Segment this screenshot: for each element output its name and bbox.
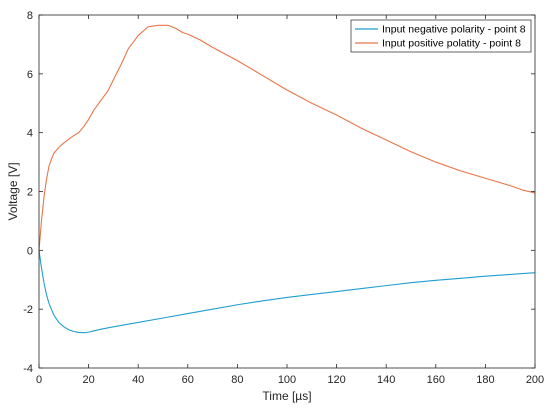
x-tick-label: 20 [82,374,94,386]
x-tick-label: 140 [377,374,395,386]
y-tick-label: 6 [27,69,33,81]
x-tick-label: 80 [231,374,243,386]
y-axis-label: Voltage [V] [6,162,20,220]
series-line-negative [38,250,536,334]
x-axis-label: Time [µs] [262,389,311,403]
y-tick-label: 2 [27,187,33,199]
legend-label-negative: Input negative polarity - point 8 [382,24,526,36]
x-tick-label: 180 [476,374,494,386]
series-layer [38,24,536,334]
x-tick-label: 100 [278,374,296,386]
plot-area-background [39,15,535,368]
y-axis: -4 -2 0 2 4 6 8 [23,10,535,375]
x-tick-label: 0 [36,374,42,386]
x-tick-label: 40 [132,374,144,386]
y-tick-label: 0 [27,245,33,257]
y-tick-label: -4 [23,363,33,375]
legend: Input negative polarity - point 8 Input … [350,19,532,53]
y-tick-label: 4 [27,128,33,140]
x-tick-label: 160 [427,374,445,386]
x-tick-label: 120 [327,374,345,386]
x-axis: 0 20 40 60 80 100 120 140 160 180 200 [36,15,544,386]
x-tick-label: 60 [182,374,194,386]
y-tick-label: -2 [23,304,33,316]
legend-box [350,19,532,53]
y-tick-label: 8 [27,10,33,22]
x-tick-label: 200 [526,374,544,386]
legend-label-positive: Input positive polatity - point 8 [382,38,521,50]
series-line-positive [38,24,536,251]
